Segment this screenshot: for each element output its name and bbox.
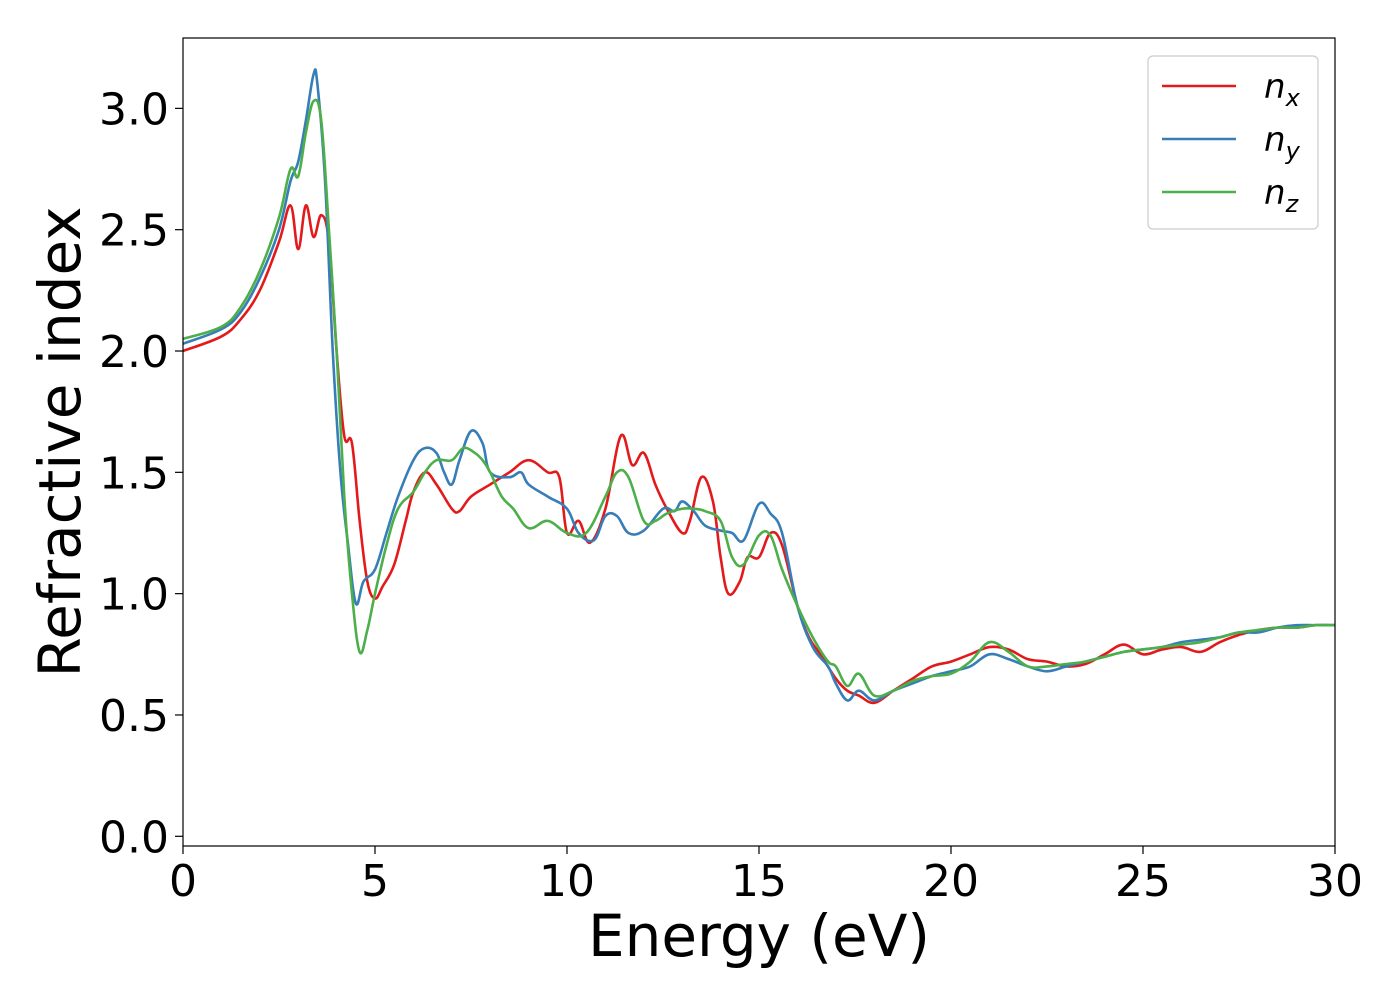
y-tick-label: 2.0 [99, 327, 169, 378]
x-tick-label: 15 [731, 856, 787, 907]
x-tick-label: 25 [1115, 856, 1171, 907]
legend: nx ny nz [1147, 55, 1319, 230]
legend-label-z: nz [1264, 173, 1300, 218]
x-tick-label: 0 [169, 856, 197, 907]
x-tick-label: 10 [539, 856, 595, 907]
legend-label-x: nx [1264, 67, 1301, 112]
y-tick-label: 2.5 [99, 206, 169, 257]
x-axis-ticks: 0 5 10 15 20 25 30 [169, 846, 1363, 907]
y-tick-label: 0.0 [99, 812, 169, 863]
series-layer [183, 68, 1335, 705]
y-axis-ticks: 0.0 0.5 1.0 1.5 2.0 2.5 3.0 [99, 84, 183, 863]
series-line-x [183, 204, 1335, 705]
legend-label-y: ny [1264, 120, 1301, 165]
y-tick-label: 1.0 [99, 570, 169, 621]
y-tick-label: 1.5 [99, 448, 169, 499]
y-tick-label: 3.0 [99, 84, 169, 135]
legend-box [1147, 55, 1319, 230]
x-tick-label: 30 [1307, 856, 1363, 907]
x-tick-label: 20 [923, 856, 979, 907]
y-tick-label: 0.5 [99, 691, 169, 742]
series-line-z [183, 98, 1335, 698]
y-axis-title: Refractive index [26, 206, 94, 677]
x-axis-title: Energy (eV) [588, 902, 930, 970]
x-tick-label: 5 [361, 856, 389, 907]
